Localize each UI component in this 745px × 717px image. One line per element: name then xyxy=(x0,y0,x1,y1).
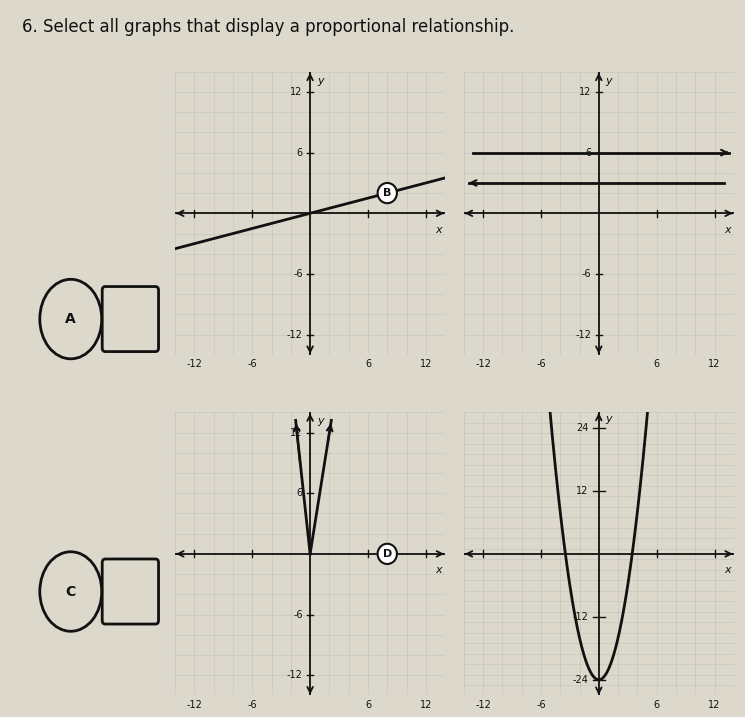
Circle shape xyxy=(378,543,397,564)
Text: x: x xyxy=(436,565,443,575)
Text: -12: -12 xyxy=(186,700,203,710)
Text: -12: -12 xyxy=(573,612,589,622)
Text: y: y xyxy=(317,417,323,427)
Text: -12: -12 xyxy=(287,670,302,680)
Text: -6: -6 xyxy=(247,359,257,369)
Text: 6: 6 xyxy=(365,359,371,369)
Text: D: D xyxy=(383,549,392,559)
Text: -6: -6 xyxy=(294,609,302,619)
Text: -12: -12 xyxy=(287,330,302,340)
Text: A: A xyxy=(66,312,76,326)
Text: -12: -12 xyxy=(475,359,491,369)
Text: 12: 12 xyxy=(708,700,720,710)
Text: 6: 6 xyxy=(297,148,302,158)
Text: 12: 12 xyxy=(419,359,432,369)
Text: -6: -6 xyxy=(582,269,592,279)
Text: 6. Select all graphs that display a proportional relationship.: 6. Select all graphs that display a prop… xyxy=(22,18,515,36)
Text: 12: 12 xyxy=(579,87,592,97)
Text: -6: -6 xyxy=(294,269,302,279)
Text: x: x xyxy=(724,565,731,575)
Text: 12: 12 xyxy=(291,427,302,437)
Text: -6: -6 xyxy=(536,359,546,369)
Text: x: x xyxy=(436,224,443,234)
Text: y: y xyxy=(606,76,612,86)
Text: -24: -24 xyxy=(573,675,589,685)
Text: y: y xyxy=(606,414,612,424)
Text: 12: 12 xyxy=(576,486,589,496)
Text: -12: -12 xyxy=(576,330,592,340)
Text: 6: 6 xyxy=(653,359,660,369)
Text: x: x xyxy=(724,224,731,234)
Text: 6: 6 xyxy=(653,700,660,710)
Text: 6: 6 xyxy=(297,488,302,498)
Text: B: B xyxy=(383,188,391,198)
Text: 12: 12 xyxy=(419,700,432,710)
Text: 6: 6 xyxy=(365,700,371,710)
Text: -12: -12 xyxy=(186,359,203,369)
Text: 24: 24 xyxy=(576,423,589,433)
Text: y: y xyxy=(317,76,323,86)
Text: -12: -12 xyxy=(475,700,491,710)
Text: -6: -6 xyxy=(536,700,546,710)
Text: -6: -6 xyxy=(247,700,257,710)
Text: C: C xyxy=(66,584,76,599)
Text: 6: 6 xyxy=(586,148,592,158)
Text: 12: 12 xyxy=(291,87,302,97)
Circle shape xyxy=(378,183,397,203)
Text: 12: 12 xyxy=(708,359,720,369)
